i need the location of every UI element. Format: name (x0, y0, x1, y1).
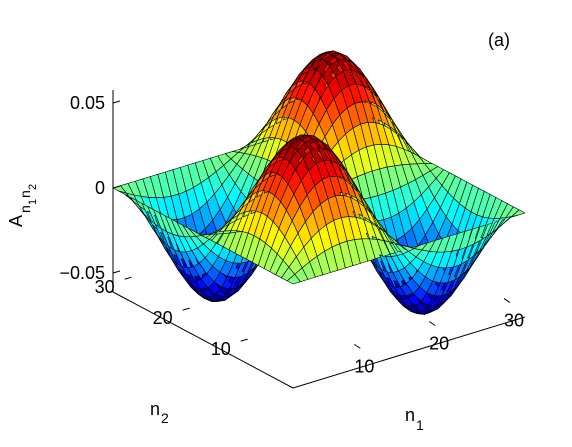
y-axis-line (112, 291, 294, 389)
y-tick-mark (182, 307, 190, 311)
z-tick-mark (112, 185, 121, 189)
z-tick-mark (112, 270, 121, 274)
svg-text:2: 2 (27, 184, 39, 190)
z-tick-label: 0.05 (70, 93, 105, 113)
x-tick-mark (503, 298, 511, 303)
z-tick-mark (112, 100, 121, 104)
surface-mesh (112, 50, 526, 315)
svg-text:A: A (6, 215, 26, 227)
y-tick-label: 20 (153, 308, 173, 328)
z-label-subsub1: 1 (27, 199, 39, 205)
x-axis-label: n 1 (405, 405, 424, 433)
z-label-sub1: n (17, 205, 33, 213)
z-tick-label: 0 (95, 178, 105, 198)
y-label-main: n (150, 399, 160, 419)
y-axis-label: n 2 (150, 399, 169, 426)
surface-facet (511, 209, 526, 217)
x-axis-line (292, 316, 526, 389)
z-label-main: A (6, 215, 26, 227)
y-label-sub: 2 (161, 410, 169, 426)
y-tick-mark (240, 338, 248, 342)
z-axis-label: A n 1 n 2 (6, 184, 39, 227)
x-tick-mark (354, 343, 361, 349)
axes (112, 90, 526, 389)
x-tick-label: 20 (429, 333, 449, 353)
z-tick-label: −0.05 (59, 263, 105, 283)
y-tick-label: 10 (211, 339, 231, 359)
z-label-sub2: n (17, 190, 33, 198)
svg-text:n: n (17, 205, 33, 213)
svg-text:1: 1 (27, 199, 39, 205)
panel-label: (a) (488, 30, 510, 50)
svg-text:n: n (17, 190, 33, 198)
x-tick-label: 30 (504, 311, 524, 331)
z-label-subsub2: 2 (27, 184, 39, 190)
y-tick-label: 30 (95, 277, 115, 297)
x-tick-mark (428, 321, 436, 326)
y-tick-mark (124, 276, 132, 280)
x-tick-label: 10 (354, 356, 374, 376)
ticks: 0.05 0 −0.05 10 20 30 10 20 30 (59, 93, 524, 376)
x-label-sub: 1 (416, 417, 424, 433)
x-label-main: n (405, 405, 415, 425)
